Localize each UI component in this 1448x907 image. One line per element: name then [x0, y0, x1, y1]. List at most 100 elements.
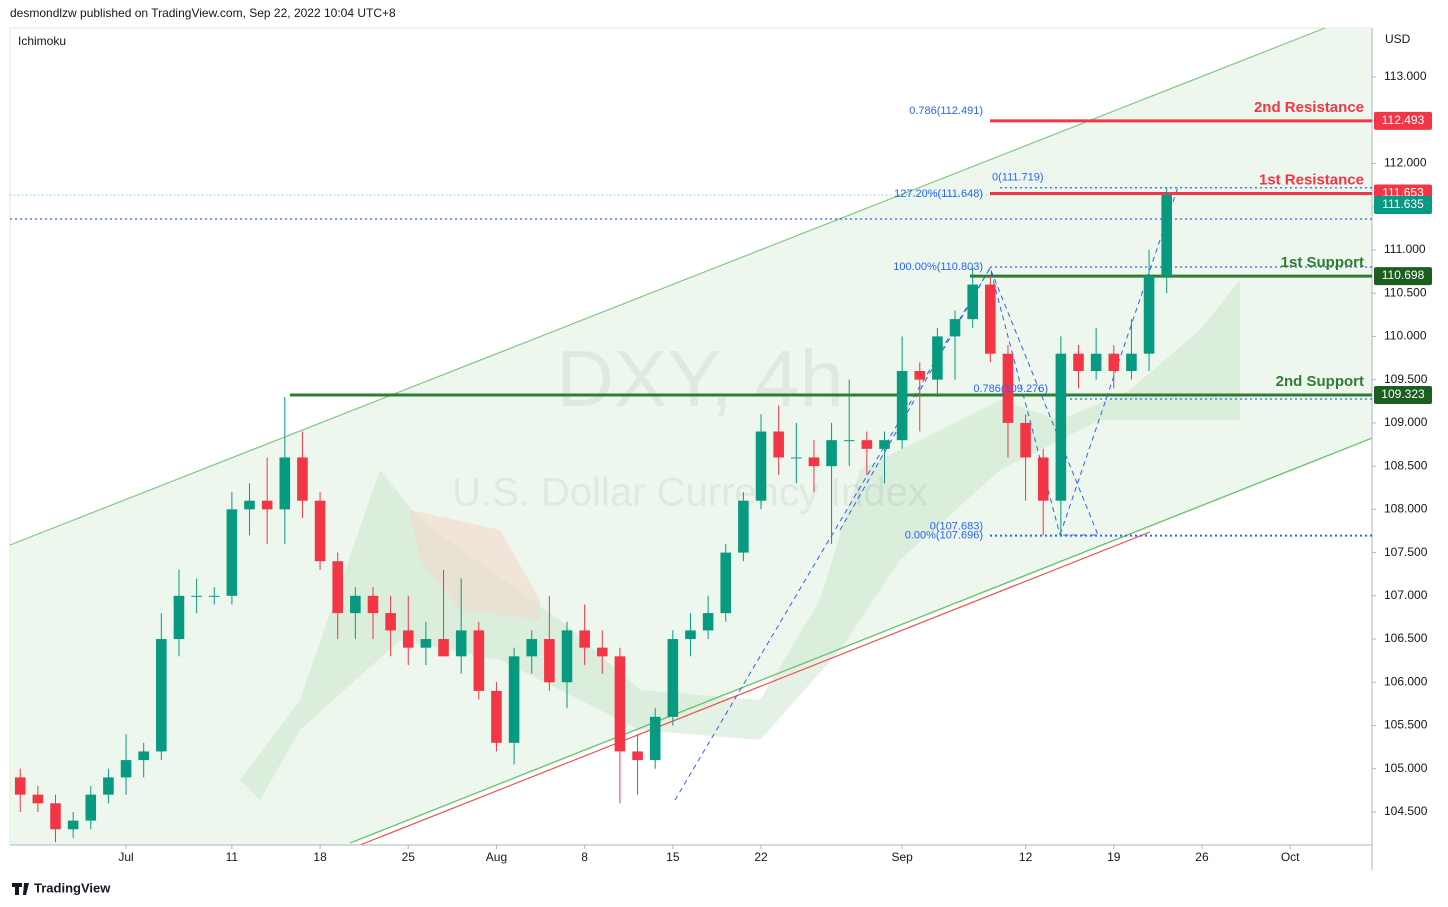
candle-body [1037, 457, 1049, 501]
candle-body [438, 639, 449, 657]
fib-label: 127.20%(111.648) [894, 188, 983, 200]
x-tick-label: 8 [581, 850, 588, 864]
x-tick-label: 11 [226, 850, 239, 864]
ichimoku-cloud [410, 510, 540, 620]
candle-body [226, 509, 238, 596]
fib-label: 100.00%(110.803) [893, 261, 983, 273]
candle-body [949, 319, 961, 337]
x-tick-label: 12 [1019, 850, 1033, 864]
candle-body [156, 639, 167, 752]
candle-body [350, 595, 361, 614]
candle-body [385, 613, 396, 631]
candle-body [526, 639, 538, 657]
x-tick-label: 25 [402, 850, 416, 864]
y-tick-label: 111.000 [1384, 242, 1426, 256]
candle-body [138, 751, 149, 761]
footer-logo [12, 883, 29, 895]
candle-body [14, 777, 26, 795]
candle-body [367, 595, 379, 614]
candle-body [861, 440, 873, 449]
candle-body [1020, 422, 1031, 458]
candle-body [649, 716, 661, 761]
candle-body [473, 630, 485, 691]
candle-body [1073, 353, 1084, 372]
channel-lower [349, 437, 1373, 844]
price-badge [1374, 385, 1432, 404]
x-tick-label: Oct [1281, 850, 1300, 864]
currency-label: USD [1385, 32, 1411, 46]
candle-body [738, 500, 749, 553]
candle-body [561, 630, 573, 683]
x-tick-label: 22 [754, 850, 768, 864]
candle-body [544, 639, 555, 683]
candle-body [332, 561, 344, 614]
candle-body [173, 595, 185, 640]
y-tick-label: 106.000 [1384, 674, 1428, 688]
candle-body [843, 440, 855, 442]
candle-body [1108, 353, 1120, 372]
candle-body [685, 630, 696, 640]
level-label: 2nd Support [1276, 373, 1364, 390]
x-tick-label: 18 [313, 850, 327, 864]
candle-body [614, 656, 626, 752]
candle-body [120, 760, 132, 778]
candle-body [32, 794, 44, 804]
level-label: 2nd Resistance [1254, 99, 1364, 116]
last-price-badge [1374, 196, 1432, 215]
candle-body [208, 595, 220, 597]
price-badge-label: 109.323 [1381, 387, 1425, 401]
y-tick-label: 108.000 [1384, 502, 1428, 516]
level-label: 1st Resistance [1259, 171, 1364, 188]
fib-label: 0.00%(107.696) [905, 530, 983, 542]
candle-body [50, 803, 61, 830]
x-tick-label: Jul [118, 850, 133, 864]
fib-label: 0.786(112.491) [909, 105, 983, 117]
header-title: desmondlzw published on TradingView.com,… [10, 6, 396, 20]
candle-body [791, 457, 802, 459]
candle-body [773, 431, 784, 458]
x-tick-label: 15 [666, 850, 680, 864]
x-tick-label: 19 [1107, 850, 1121, 864]
y-tick-label: 105.000 [1384, 761, 1428, 775]
candle-body [632, 751, 643, 761]
candle-body [491, 690, 502, 743]
fib-label: 0(107.683) [930, 521, 983, 533]
fib-drawing [674, 186, 1179, 801]
candle-body [702, 613, 714, 631]
candle-body [314, 500, 326, 562]
y-tick-label: 113.000 [1384, 69, 1427, 83]
candle-body [667, 639, 679, 717]
candle-body [67, 820, 79, 830]
price-badge-label: 110.698 [1382, 268, 1425, 282]
y-tick-label: 107.500 [1384, 545, 1428, 559]
y-tick-label: 109.500 [1384, 372, 1428, 386]
fib-label: 0(111.719) [992, 172, 1044, 184]
watermark-symbol: DXY, 4h [556, 334, 844, 423]
candle-body [244, 500, 255, 510]
y-tick-label: 109.000 [1384, 415, 1428, 429]
channel-lower-red [359, 531, 1151, 846]
y-tick-label: 107.000 [1384, 588, 1428, 602]
candle-body [596, 647, 608, 657]
y-tick-label: 110.500 [1384, 285, 1427, 299]
candle-body [103, 777, 114, 795]
candle-body [420, 639, 432, 648]
ichimoku-cloud [240, 280, 1240, 800]
candle-body [191, 595, 202, 597]
x-tick-label: 26 [1195, 850, 1209, 864]
candle-body [967, 284, 978, 320]
candle-body [1143, 275, 1155, 354]
candle-body [1002, 353, 1014, 423]
candle-body [455, 630, 467, 657]
last-price-label: 111.635 [1382, 197, 1424, 211]
y-tick-label: 108.500 [1384, 458, 1428, 472]
price-badge [1374, 267, 1432, 286]
y-tick-label: 105.500 [1384, 718, 1428, 732]
candle-body [1090, 353, 1102, 372]
level-label: 1st Support [1281, 254, 1364, 271]
y-tick-label: 112.000 [1384, 156, 1427, 170]
candle-body [508, 656, 520, 743]
candle-body [261, 500, 273, 510]
x-tick-label: Sep [891, 850, 913, 864]
